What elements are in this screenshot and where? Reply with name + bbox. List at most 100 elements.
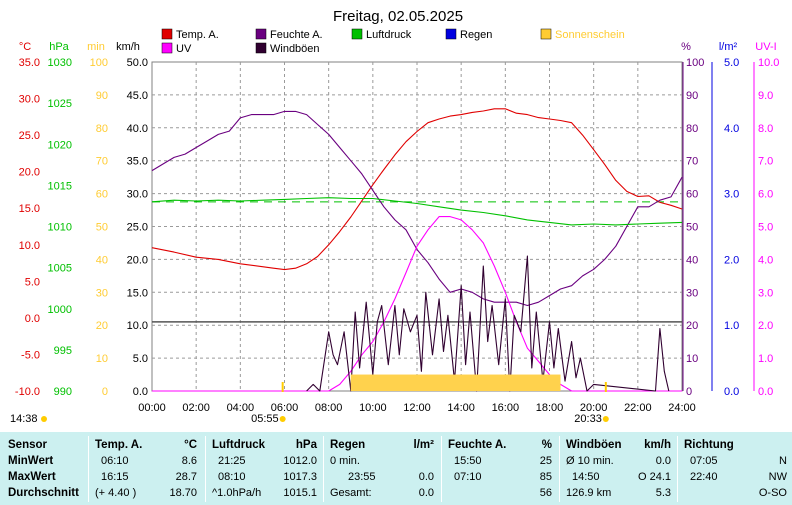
tick-label-time: 04:00 <box>227 402 255 414</box>
stats-wind-avg10-value: 0.0 <box>655 455 671 467</box>
tick-label-pressure: 1005 <box>48 263 72 275</box>
tick-label-sunshine: 30 <box>96 287 108 299</box>
tick-label-sunshine: 40 <box>96 254 108 266</box>
stats-direction-max-time: 22:40 <box>690 471 718 483</box>
tick-label-temp: 10.0 <box>19 240 40 252</box>
axis-unit-pressure: hPa <box>49 41 69 53</box>
series-luftdruck-line <box>151 197 683 226</box>
axis-units: °C hPa min km/h% l/m² UV-I <box>19 41 777 53</box>
legend-label: Windböen <box>270 43 320 55</box>
stats-temp-max-value: 28.7 <box>175 471 197 483</box>
tick-label-sunshine: 10 <box>96 353 108 365</box>
stats-humidity-min-time: 15:50 <box>454 455 482 467</box>
tick-label-pressure: 1015 <box>48 180 72 192</box>
tick-label-sunshine: 60 <box>96 189 108 201</box>
stats-wind-avg-value: 5.3 <box>655 487 671 499</box>
stats-humidity-max-time: 07:10 <box>454 471 482 483</box>
stats-humidity-max-value: 85 <box>539 471 552 483</box>
tick-label-uv: 9.0 <box>758 90 773 102</box>
legend-label: Temp. A. <box>176 29 219 41</box>
tick-label-sunshine: 0 <box>102 386 108 398</box>
stats-rain-unit: l/m² <box>413 439 434 451</box>
stats-wind-max-value: O 24.1 <box>637 471 671 483</box>
tick-label-rain: 3.0 <box>724 189 739 201</box>
tick-label-time: 14:00 <box>447 402 475 414</box>
stats-rain-total-value: 0.0 <box>418 487 434 499</box>
sunset-time-label: 20:33 <box>574 413 602 425</box>
tick-label-time: 08:00 <box>315 402 343 414</box>
tick-label-rain: 1.0 <box>724 320 739 332</box>
stats-rain-col: Regen l/m² 0 min. 23:55 0.0 Gesamt: 0.0 <box>324 432 441 505</box>
legend-label: Regen <box>460 29 492 41</box>
tick-label-wind: 20.0 <box>127 254 148 266</box>
stats-wind-distance: 126.9 km <box>566 487 612 499</box>
tick-label-wind: 35.0 <box>127 156 148 168</box>
tick-label-temp: 5.0 <box>25 276 40 288</box>
tick-label-sunshine: 80 <box>96 123 108 135</box>
tick-label-humidity: 100 <box>686 57 704 69</box>
stats-temp-max-time: 16:15 <box>101 471 129 483</box>
series <box>151 108 683 392</box>
tick-label-wind: 40.0 <box>127 123 148 135</box>
stats-pressure-unit: hPa <box>295 439 317 451</box>
legend-swatch <box>351 28 363 40</box>
stats-row-min-label: MinWert <box>8 455 54 467</box>
tick-label-time: 18:00 <box>536 402 564 414</box>
stats-pressure-col: Luftdruck hPa 21:25 1012.0 08:10 1017.3 … <box>206 432 323 505</box>
tick-label-wind: 30.0 <box>127 189 148 201</box>
stats-pressure-min-time: 21:25 <box>218 455 246 467</box>
axis-unit-sunshine: min <box>87 41 105 53</box>
axis-ticks: 35.0 30.0 25.0 20.0 15.0 10.0 5.0 0.0 -5.0 -10.0 1… <box>15 57 780 414</box>
tick-label-pressure: 990 <box>54 386 72 398</box>
legend-label: UV <box>176 43 192 55</box>
legend-swatch <box>161 28 173 40</box>
tick-label-humidity: 90 <box>686 90 698 102</box>
tick-label-uv: 1.0 <box>758 353 773 365</box>
tick-label-wind: 15.0 <box>127 287 148 299</box>
stats-temp-col: Temp. A. °C 06:10 8.6 16:15 28.7 (+ 4.40… <box>89 432 205 505</box>
axis-unit-temp: °C <box>19 41 31 53</box>
tick-label-wind: 0.0 <box>133 386 148 398</box>
stats-pressure-min-value: 1012.0 <box>283 455 317 467</box>
tick-label-pressure: 1020 <box>48 139 72 151</box>
stats-row-avg-label: Durchschnitt <box>8 487 79 499</box>
series-uv-line <box>152 216 682 392</box>
stats-pressure-header: Luftdruck <box>212 439 266 451</box>
tick-label-rain: 0.0 <box>724 386 739 398</box>
tick-label-pressure: 995 <box>54 345 72 357</box>
tick-label-wind: 45.0 <box>127 90 148 102</box>
tick-label-humidity: 0 <box>686 386 692 398</box>
legend-swatch <box>255 42 267 54</box>
stats-humidity-unit: % <box>541 439 552 451</box>
stats-direction-max-value: NW <box>768 471 787 483</box>
tick-label-uv: 6.0 <box>758 189 773 201</box>
current-time-sun-icon <box>41 416 47 422</box>
weather-chart: Freitag, 02.05.2025 Temp. A. Feuchte A. Lu… <box>10 8 780 425</box>
tick-label-wind: 10.0 <box>127 320 148 332</box>
tick-label-rain: 2.0 <box>724 254 739 266</box>
tick-label-temp: -10.0 <box>15 386 40 398</box>
series-windb-en-line <box>306 255 670 392</box>
tick-label-temp: 25.0 <box>19 130 40 142</box>
legend: Temp. A. Feuchte A. Luftdruck Regen Sonnensc… <box>161 28 625 55</box>
tick-label-sunshine: 20 <box>96 320 108 332</box>
tick-label-uv: 0.0 <box>758 386 773 398</box>
series-temp-a-line <box>151 108 683 271</box>
stats-temp-min-time: 06:10 <box>101 455 129 467</box>
sunshine-bar <box>350 374 561 391</box>
legend-swatch <box>255 28 267 40</box>
axis-unit-humidity: % <box>681 41 691 53</box>
tick-label-wind: 50.0 <box>127 57 148 69</box>
stats-humidity-min-value: 25 <box>539 455 552 467</box>
stats-direction-min-time: 07:05 <box>690 455 718 467</box>
tick-label-pressure: 1030 <box>48 57 72 69</box>
stats-rain-total-label: Gesamt: <box>330 487 372 499</box>
tick-label-time: 20:00 <box>580 402 608 414</box>
legend-swatch <box>540 28 552 40</box>
axis-unit-wind: km/h <box>116 41 140 53</box>
tick-label-temp: 35.0 <box>19 57 40 69</box>
tick-label-uv: 10.0 <box>758 57 779 69</box>
stats-rain-duration: 0 min. <box>330 455 360 467</box>
tick-label-humidity: 30 <box>686 287 698 299</box>
stats-direction-col: Richtung 07:05 N 22:40 NW O-SO <box>678 432 792 505</box>
